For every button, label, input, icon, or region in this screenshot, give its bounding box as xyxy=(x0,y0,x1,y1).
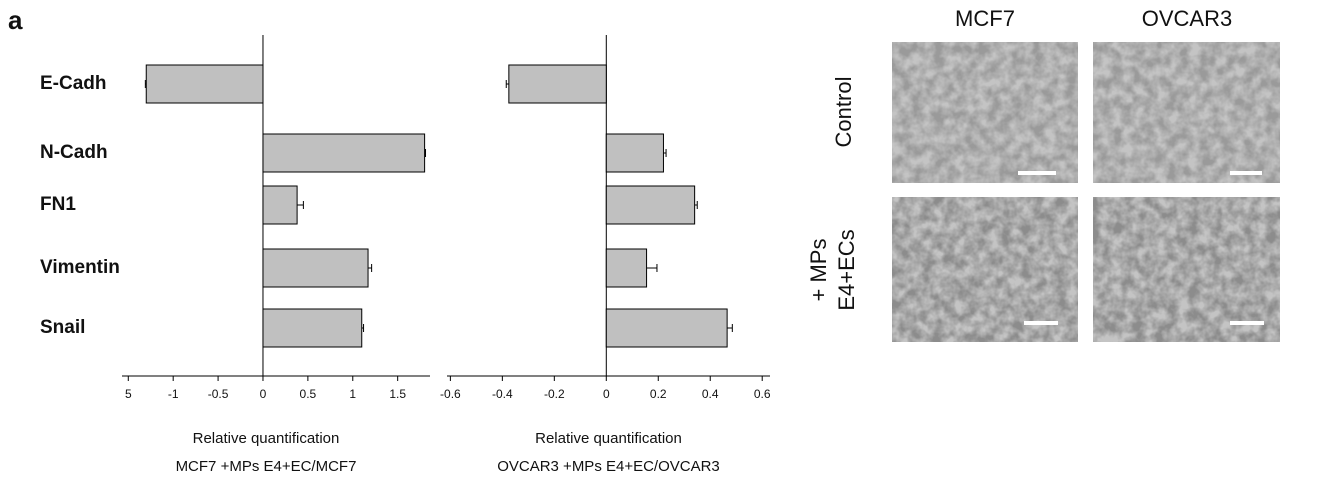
x-axis-label: Relative quantification xyxy=(535,430,682,447)
bar xyxy=(605,133,664,173)
x-axis-label: OVCAR3 +MPs E4+EC/OVCAR3 xyxy=(497,458,720,475)
error-bar xyxy=(694,201,698,209)
micrographs: MCF7 OVCAR3 Control + MPs E4+ECs xyxy=(806,6,1280,342)
x-tick-label: -0.4 xyxy=(492,387,513,401)
bar xyxy=(605,185,696,225)
x-axis-label: Relative quantification xyxy=(193,430,340,447)
category-label: Vimentin xyxy=(40,257,120,278)
error-bar xyxy=(727,324,733,332)
error-bar xyxy=(368,264,373,272)
x-tick-label: -1 xyxy=(168,387,179,401)
error-bar xyxy=(424,149,427,157)
error-bar xyxy=(361,324,365,332)
category-label: N-Cadh xyxy=(40,142,108,163)
category-label: Snail xyxy=(40,317,85,338)
micrograph-texture xyxy=(1093,197,1280,342)
x-tick-label: 0 xyxy=(260,387,267,401)
category-label: E-Cadh xyxy=(40,73,107,94)
x-tick-label: 0.5 xyxy=(300,387,317,401)
x-tick-label: -0.6 xyxy=(440,387,461,401)
micrograph-texture xyxy=(1093,42,1280,183)
row-label: E4+ECs xyxy=(834,229,859,310)
bar xyxy=(262,308,363,348)
error-bar xyxy=(646,264,658,272)
error-bar xyxy=(144,80,147,88)
micrograph-texture xyxy=(892,197,1078,342)
x-tick-label: -0.2 xyxy=(544,387,565,401)
bar xyxy=(262,185,298,225)
panel-label: a xyxy=(8,5,23,35)
x-tick-label: 1 xyxy=(349,387,356,401)
bar xyxy=(605,308,728,348)
row-label: Control xyxy=(831,77,856,148)
bar xyxy=(262,133,426,173)
x-tick-label: 5 xyxy=(125,387,132,401)
x-tick-label: 0 xyxy=(603,387,610,401)
x-tick-label: 1.5 xyxy=(389,387,406,401)
error-bar xyxy=(663,149,667,157)
x-tick-label: 0.6 xyxy=(754,387,771,401)
x-tick-label: 0.2 xyxy=(650,387,667,401)
error-bar xyxy=(505,80,509,88)
x-tick-label: -0.5 xyxy=(208,387,229,401)
x-axis-label: MCF7 +MPs E4+EC/MCF7 xyxy=(176,458,357,475)
error-bar xyxy=(297,201,304,209)
column-label: OVCAR3 xyxy=(1142,6,1232,31)
bar xyxy=(262,248,369,288)
column-label: MCF7 xyxy=(955,6,1015,31)
micrograph-texture xyxy=(892,42,1078,183)
bar xyxy=(145,64,264,104)
bar xyxy=(605,248,648,288)
x-tick-label: 0.4 xyxy=(702,387,719,401)
bar xyxy=(508,64,607,104)
row-label: + MPs xyxy=(806,239,831,302)
category-label: FN1 xyxy=(40,194,76,215)
